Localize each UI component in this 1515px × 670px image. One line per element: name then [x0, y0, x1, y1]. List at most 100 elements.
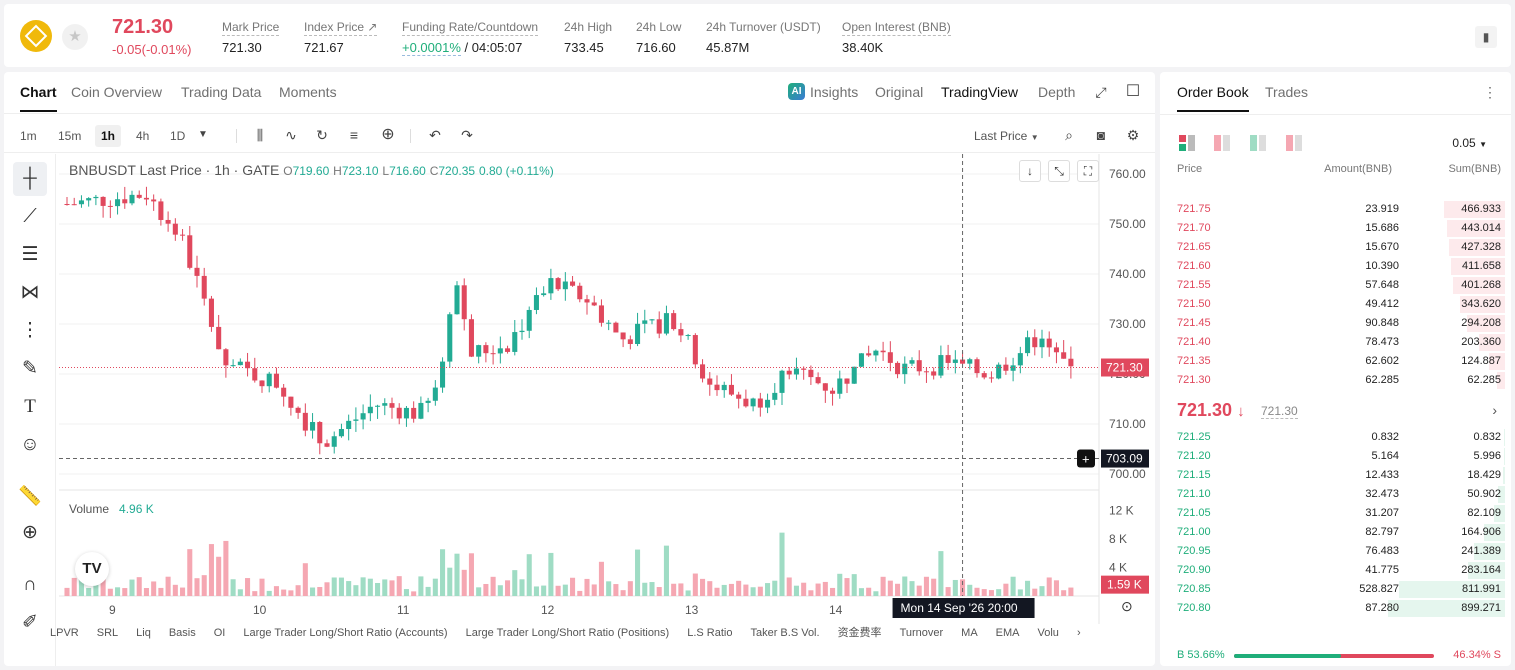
tab-trades[interactable]: Trades — [1265, 84, 1309, 100]
indicator-13[interactable]: Volu — [1037, 627, 1059, 639]
view-tradingview[interactable]: TradingView — [941, 84, 1019, 100]
chart-canvas[interactable]: 700.00710.00720.00730.00740.00750.00760.… — [59, 154, 1155, 624]
bid-row[interactable]: 721.25 0.832 0.832 — [1160, 428, 1511, 447]
ask-row[interactable]: 721.45 90.848 294.208 — [1160, 314, 1511, 333]
ask-row[interactable]: 721.65 15.670 427.328 — [1160, 238, 1511, 257]
fullscreen-icon[interactable]: ⛶ — [1077, 160, 1099, 182]
bid-row[interactable]: 720.90 41.775 283.164 — [1160, 561, 1511, 580]
fib-tool-icon[interactable]: ⋮ — [20, 320, 40, 341]
indicator-1[interactable]: SRL — [96, 627, 119, 639]
bid-row[interactable]: 721.05 31.207 82.109 — [1160, 504, 1511, 523]
horizontal-lines-tool-icon[interactable]: ☰ — [21, 244, 39, 265]
search-icon[interactable]: ⌕ — [1065, 127, 1073, 143]
indicator-5[interactable]: Large Trader Long/Short Ratio (Accounts) — [243, 627, 448, 639]
indicator-10[interactable]: Turnover — [899, 627, 944, 639]
timeframe-1m[interactable]: 1m — [20, 129, 37, 143]
tab-moments[interactable]: Moments — [279, 84, 337, 100]
view-original[interactable]: Original — [875, 84, 924, 100]
magnet-tool-icon[interactable]: ∩ — [23, 574, 37, 595]
replay-icon[interactable]: ↻ — [316, 127, 328, 143]
price-type-select[interactable]: Last Price ▼ — [974, 129, 1039, 143]
scroll-down-icon[interactable]: ↓ — [1019, 160, 1041, 182]
book-both-icon[interactable] — [1179, 135, 1195, 151]
window-icon[interactable]: ☐ — [1125, 83, 1141, 100]
ask-row[interactable]: 721.55 57.648 401.268 — [1160, 276, 1511, 295]
book-bids-icon[interactable] — [1250, 135, 1266, 151]
candle — [858, 353, 864, 367]
ask-row[interactable]: 721.75 23.919 466.933 — [1160, 200, 1511, 219]
bid-row[interactable]: 721.20 5.164 5.996 — [1160, 447, 1511, 466]
tradingview-logo-icon[interactable]: TV — [75, 552, 109, 586]
ask-row[interactable]: 721.40 78.473 203.360 — [1160, 333, 1511, 352]
price-chart[interactable]: 700.00710.00720.00730.00740.00750.00760.… — [59, 154, 1155, 666]
zoom-in-tool-icon[interactable]: ⊕ — [22, 522, 38, 543]
ruler-tool-icon[interactable]: 📏 — [18, 486, 42, 507]
collapse-icon[interactable]: ⤡ — [1048, 160, 1070, 182]
precision-select[interactable]: 0.05 ▼ — [1452, 136, 1487, 150]
book-asks-icon[interactable] — [1214, 135, 1230, 151]
tab-trading-data[interactable]: Trading Data — [181, 84, 262, 100]
timeframe-1d[interactable]: 1D — [170, 129, 186, 143]
favorite-star-icon[interactable]: ★ — [62, 24, 88, 50]
indicator-6[interactable]: Large Trader Long/Short Ratio (Positions… — [465, 627, 670, 639]
indicator-8[interactable]: Taker B.S Vol. — [750, 627, 820, 639]
crosshair-tool-icon[interactable]: ┼ — [13, 162, 47, 196]
emoji-tool-icon[interactable]: ☺ — [20, 434, 40, 455]
bid-row[interactable]: 721.00 82.797 164.906 — [1160, 523, 1511, 542]
chevron-right-icon[interactable]: › — [1492, 402, 1497, 418]
ask-row[interactable]: 721.60 10.390 411.658 — [1160, 257, 1511, 276]
gear-icon[interactable]: ⚙ — [1126, 127, 1140, 143]
template-icon[interactable]: ≡ — [349, 127, 359, 143]
timeframe-dropdown-icon[interactable]: ▼ — [198, 129, 208, 140]
indicator-12[interactable]: EMA — [995, 627, 1020, 639]
expand-icon[interactable]: ⤢ — [1095, 84, 1107, 100]
stat-index-price[interactable]: Index Price ↗ 721.67 — [304, 20, 378, 55]
bid-row[interactable]: 721.10 32.473 50.902 — [1160, 485, 1511, 504]
indicator-0[interactable]: LPVR — [50, 627, 79, 639]
bid-row[interactable]: 720.95 76.483 241.389 — [1160, 542, 1511, 561]
candle — [324, 443, 330, 447]
ask-row[interactable]: 721.70 15.686 443.014 — [1160, 219, 1511, 238]
bid-row[interactable]: 720.85 528.827 811.991 — [1160, 580, 1511, 599]
indicator-9[interactable]: 资金费率 — [837, 627, 882, 639]
indicator-2[interactable]: Liq — [136, 627, 151, 639]
pattern-tool-icon[interactable]: ⋈ — [20, 282, 40, 303]
stat-24h-low: 24h Low 716.60 — [636, 20, 682, 55]
settings-circle-icon[interactable]: ⊙ — [1121, 598, 1133, 614]
tab-chart[interactable]: Chart — [20, 84, 57, 112]
timeframe-1h[interactable]: 1h — [95, 125, 122, 147]
add-indicator-icon[interactable]: ⊕ — [381, 126, 395, 143]
stat-open-interest[interactable]: Open Interest (BNB) 38.40K — [842, 20, 951, 55]
chevron-right-icon[interactable]: › — [1076, 627, 1081, 639]
book-split-icon[interactable] — [1286, 135, 1302, 151]
more-options-icon[interactable]: ⋮ — [1483, 84, 1497, 100]
bid-row[interactable]: 721.15 12.433 18.429 — [1160, 466, 1511, 485]
ask-row[interactable]: 721.30 62.285 62.285 — [1160, 371, 1511, 390]
camera-icon[interactable]: ◙ — [1096, 127, 1106, 143]
brush-tool-icon[interactable]: ✎ — [22, 358, 38, 379]
ask-row[interactable]: 721.50 49.412 343.620 — [1160, 295, 1511, 314]
pencil-lock-tool-icon[interactable]: ✐ — [22, 612, 38, 633]
stat-funding-rate[interactable]: Funding Rate/Countdown +0.0001% / 04:05:… — [402, 20, 539, 56]
undo-icon[interactable]: ↶ — [429, 127, 441, 143]
timeframe-4h[interactable]: 4h — [136, 129, 150, 143]
view-depth[interactable]: Depth — [1038, 84, 1076, 100]
timeframe-15m[interactable]: 15m — [58, 129, 82, 143]
text-tool-icon[interactable]: T — [24, 396, 36, 417]
bid-row[interactable]: 720.80 87.280 899.271 — [1160, 599, 1511, 618]
tab-coin-overview[interactable]: Coin Overview — [71, 84, 163, 100]
tab-order-book[interactable]: Order Book — [1177, 84, 1249, 112]
candle-type-icon[interactable]: ⫼ — [256, 127, 264, 143]
indicator-3[interactable]: Basis — [168, 627, 196, 639]
ask-row[interactable]: 721.35 62.602 124.887 — [1160, 352, 1511, 371]
indicator-7[interactable]: L.S Ratio — [687, 627, 733, 639]
indicator-4[interactable]: OI — [213, 627, 226, 639]
candle — [317, 422, 323, 444]
view-insights[interactable]: Insights — [810, 84, 859, 100]
indicators-icon[interactable]: ∿ — [285, 127, 297, 143]
trend-line-tool-icon[interactable]: ⟋ — [23, 206, 37, 227]
indicator-11[interactable]: MA — [961, 627, 978, 639]
redo-icon[interactable]: ↷ — [461, 127, 473, 143]
guide-book-icon[interactable]: ▮ — [1475, 26, 1497, 48]
stat-mark-price[interactable]: Mark Price 721.30 — [222, 20, 280, 55]
